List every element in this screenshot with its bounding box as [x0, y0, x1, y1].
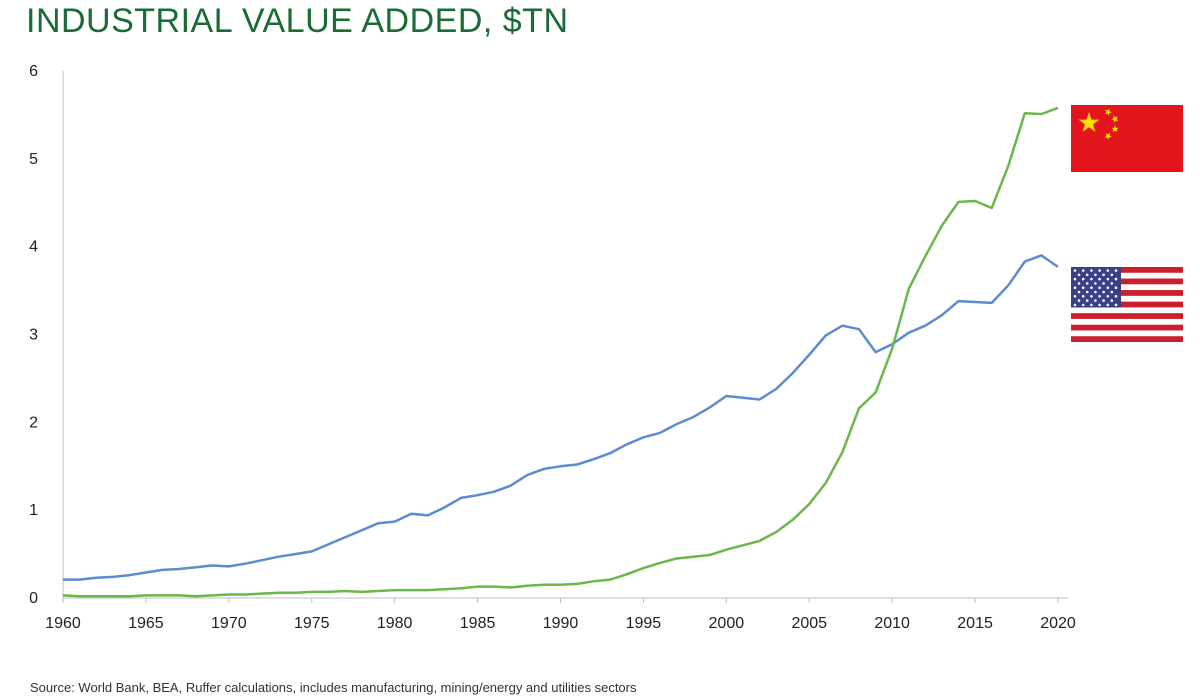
star-icon — [1085, 282, 1089, 285]
star-icon — [1110, 273, 1114, 277]
star-icon — [1090, 286, 1093, 289]
star-icon — [1111, 125, 1119, 133]
star-icon — [1110, 299, 1114, 302]
star-icon — [1090, 269, 1093, 272]
star-icon — [1077, 290, 1081, 294]
x-tick-label: 1990 — [543, 615, 579, 632]
y-tick-label: 3 — [29, 327, 38, 344]
us-flag-stripe — [1071, 290, 1183, 296]
star-icon — [1081, 294, 1085, 298]
x-tick-label: 1985 — [460, 615, 496, 632]
y-tick-label: 1 — [29, 502, 38, 519]
x-tick-label: 1960 — [45, 615, 81, 632]
y-tick-label: 6 — [29, 63, 38, 80]
star-icon — [1102, 282, 1105, 285]
star-icon — [1104, 108, 1112, 116]
star-icon — [1098, 277, 1101, 281]
star-icon — [1081, 303, 1085, 307]
x-tick-label: 1995 — [626, 615, 662, 632]
star-icon — [1106, 294, 1110, 298]
x-tick-label: 1970 — [211, 615, 247, 632]
star-icon — [1094, 273, 1097, 277]
star-icon — [1085, 273, 1089, 277]
star-icon — [1111, 115, 1119, 123]
star-icon — [1090, 294, 1093, 298]
star-icon — [1078, 112, 1100, 132]
star-icon — [1094, 299, 1097, 302]
star-icon — [1081, 286, 1085, 289]
star-icon — [1090, 277, 1093, 281]
star-icon — [1102, 273, 1105, 277]
star-icon — [1094, 282, 1097, 285]
china-series-line — [62, 106, 1059, 598]
star-icon — [1102, 299, 1105, 302]
star-icon — [1114, 294, 1118, 298]
x-tick-label: 2005 — [791, 615, 827, 632]
us-flag — [1071, 267, 1183, 342]
star-icon — [1114, 303, 1118, 307]
x-tick-label: 2010 — [874, 615, 910, 632]
star-icon — [1077, 282, 1081, 285]
us-flag-stripe — [1071, 267, 1183, 273]
star-icon — [1110, 290, 1114, 294]
x-tick-label: 2000 — [709, 615, 745, 632]
star-icon — [1073, 277, 1077, 281]
star-icon — [1106, 303, 1110, 307]
china-flag-field — [1071, 105, 1183, 172]
star-icon — [1098, 294, 1101, 298]
us-flag-stripe — [1071, 301, 1183, 308]
star-icon — [1090, 303, 1093, 307]
y-tick-label: 4 — [29, 239, 38, 256]
star-icon — [1098, 269, 1101, 272]
star-icon — [1081, 269, 1085, 272]
y-tick-label: 5 — [29, 151, 38, 168]
x-tick-label: 2015 — [957, 615, 993, 632]
star-icon — [1081, 277, 1085, 281]
china-flag — [1071, 105, 1183, 172]
star-icon — [1085, 290, 1089, 294]
star-icon — [1114, 269, 1118, 272]
star-icon — [1106, 277, 1110, 281]
chart-title: INDUSTRIAL VALUE ADDED, $TN — [26, 2, 569, 40]
star-icon — [1077, 273, 1081, 277]
star-icon — [1073, 286, 1077, 289]
source-note: Source: World Bank, BEA, Ruffer calculat… — [30, 680, 637, 695]
x-tick-label: 1975 — [294, 615, 330, 632]
star-icon — [1114, 277, 1118, 281]
x-tick-label: 1965 — [128, 615, 164, 632]
us-flag-stripe — [1071, 324, 1183, 331]
star-icon — [1094, 290, 1097, 294]
us-flag-stripe — [1071, 278, 1183, 285]
y-tick-label: 0 — [29, 590, 38, 607]
us-flag-stripe — [1071, 313, 1183, 319]
star-icon — [1114, 286, 1118, 289]
star-icon — [1098, 303, 1101, 307]
star-icon — [1106, 269, 1110, 272]
y-tick-label: 2 — [29, 414, 38, 431]
star-icon — [1106, 286, 1110, 289]
star-icon — [1102, 290, 1105, 294]
x-tick-label: 1980 — [377, 615, 413, 632]
star-icon — [1098, 286, 1101, 289]
star-icon — [1104, 132, 1112, 140]
star-icon — [1073, 303, 1077, 307]
star-icon — [1073, 269, 1077, 272]
star-icon — [1073, 294, 1077, 298]
x-tick-label: 2020 — [1040, 615, 1076, 632]
star-icon — [1077, 299, 1081, 302]
star-icon — [1085, 299, 1089, 302]
star-icon — [1110, 282, 1114, 285]
us-series-line — [63, 254, 1059, 581]
us-flag-stripe — [1071, 336, 1183, 342]
